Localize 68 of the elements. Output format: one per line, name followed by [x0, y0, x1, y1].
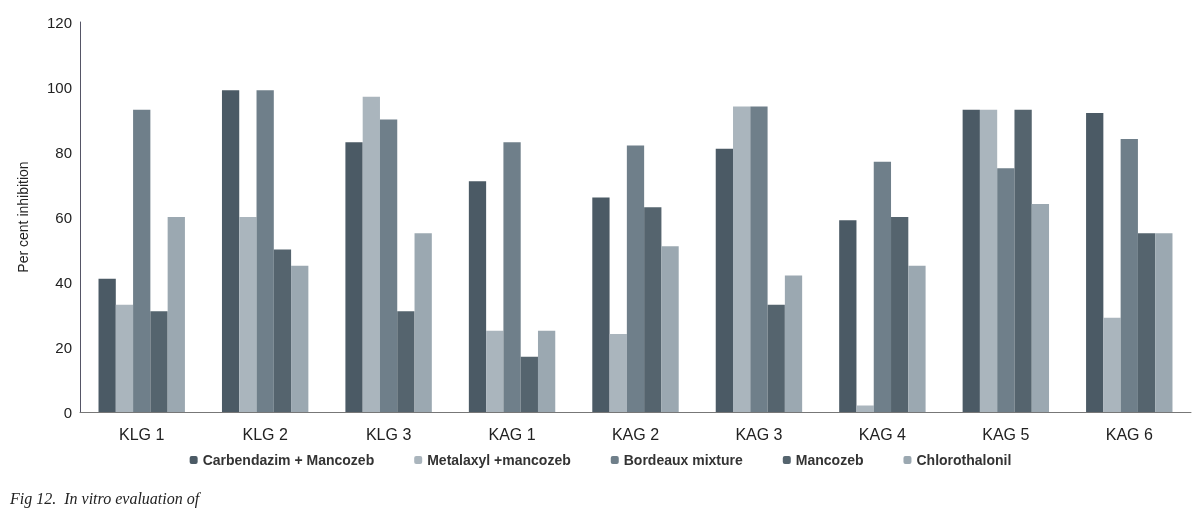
- x-tick-label: KLG 2: [242, 425, 288, 443]
- bar: [891, 217, 909, 412]
- bar: [873, 161, 892, 412]
- legend-label: Metalaxyl +mancozeb: [427, 452, 571, 468]
- caption: Fig 12. In vitro evaluation of: [9, 489, 202, 508]
- bar: [537, 330, 556, 412]
- bar: [1031, 204, 1050, 412]
- bar: [997, 168, 1015, 412]
- bar: [839, 220, 857, 412]
- bar: [98, 278, 116, 412]
- bar: [256, 90, 274, 412]
- y-tick-label: 20: [55, 338, 72, 356]
- bar: [115, 304, 134, 412]
- bar: [362, 96, 380, 412]
- bar: [345, 142, 363, 412]
- bar: [1137, 233, 1156, 412]
- legend-label: Carbendazim + Mancozeb: [202, 452, 375, 468]
- x-tick-label: KAG 2: [611, 425, 660, 443]
- y-tick-label: 120: [46, 13, 72, 31]
- bar: [273, 249, 292, 412]
- bar: [414, 233, 432, 412]
- bar: [503, 142, 521, 412]
- legend-label: Bordeaux mixture: [623, 452, 744, 468]
- x-tick-label: KAG 3: [735, 425, 783, 443]
- x-tick-label: KLG 1: [119, 425, 165, 443]
- bar: [715, 148, 734, 412]
- bar: [644, 207, 662, 412]
- x-tick-label: KAG 6: [1105, 425, 1153, 443]
- bar: [979, 109, 998, 412]
- bar: [750, 106, 768, 412]
- bar: [767, 304, 785, 412]
- y-tick-label: 80: [55, 143, 72, 161]
- y-tick-label: 40: [55, 273, 72, 291]
- legend-label: Chlorothalonil: [916, 452, 1012, 468]
- bar: [133, 109, 151, 412]
- bar: [733, 106, 751, 412]
- bar: [379, 119, 398, 412]
- bar: [784, 275, 803, 412]
- x-tick-label: KLG 3: [365, 425, 412, 443]
- bar: [150, 311, 168, 412]
- y-axis-title: Per cent inhibition: [15, 161, 31, 273]
- bar: [1103, 317, 1121, 412]
- bar: [486, 330, 504, 412]
- bar: [592, 197, 610, 412]
- bar: [1120, 139, 1138, 412]
- legend-label: Mancozeb: [795, 452, 864, 468]
- bar: [609, 334, 627, 412]
- x-tick-label: KAG 1: [488, 425, 536, 443]
- y-tick-label: 60: [55, 208, 72, 226]
- bar: [908, 265, 926, 412]
- bar: [291, 265, 309, 412]
- bar: [1014, 109, 1032, 412]
- x-tick-label: KAG 5: [982, 425, 1030, 443]
- bar: [661, 246, 679, 412]
- bar: [397, 311, 415, 412]
- bar: [468, 181, 487, 412]
- bar: [1155, 233, 1173, 412]
- y-tick-label: 0: [63, 403, 72, 421]
- y-tick-label: 100: [46, 78, 72, 96]
- bar: [167, 217, 185, 412]
- bar: [626, 145, 645, 412]
- bar: [962, 109, 980, 412]
- bar: [1086, 113, 1104, 412]
- bar: [856, 405, 874, 412]
- x-tick-label: KAG 4: [858, 425, 907, 443]
- bar: [520, 356, 538, 412]
- bar: [221, 90, 240, 412]
- bar: [239, 217, 257, 412]
